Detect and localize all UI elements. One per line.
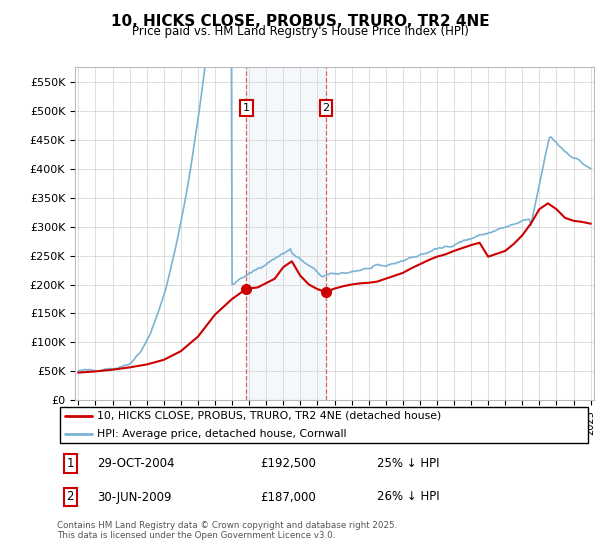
Text: 10, HICKS CLOSE, PROBUS, TRURO, TR2 4NE (detached house): 10, HICKS CLOSE, PROBUS, TRURO, TR2 4NE … <box>97 411 442 421</box>
Text: 2: 2 <box>322 103 329 113</box>
Text: 30-JUN-2009: 30-JUN-2009 <box>97 491 172 503</box>
Bar <box>246 67 326 400</box>
Text: 1: 1 <box>67 457 74 470</box>
Text: 1: 1 <box>243 103 250 113</box>
Text: £187,000: £187,000 <box>260 491 316 503</box>
Text: 10, HICKS CLOSE, PROBUS, TRURO, TR2 4NE: 10, HICKS CLOSE, PROBUS, TRURO, TR2 4NE <box>110 14 490 29</box>
Text: 25% ↓ HPI: 25% ↓ HPI <box>377 457 440 470</box>
Text: 26% ↓ HPI: 26% ↓ HPI <box>377 491 440 503</box>
FancyBboxPatch shape <box>59 407 589 443</box>
Text: 29-OCT-2004: 29-OCT-2004 <box>97 457 175 470</box>
Text: Contains HM Land Registry data © Crown copyright and database right 2025.
This d: Contains HM Land Registry data © Crown c… <box>57 521 397 540</box>
Text: £192,500: £192,500 <box>260 457 316 470</box>
Text: HPI: Average price, detached house, Cornwall: HPI: Average price, detached house, Corn… <box>97 430 347 439</box>
Text: Price paid vs. HM Land Registry's House Price Index (HPI): Price paid vs. HM Land Registry's House … <box>131 25 469 38</box>
Text: 2: 2 <box>67 491 74 503</box>
